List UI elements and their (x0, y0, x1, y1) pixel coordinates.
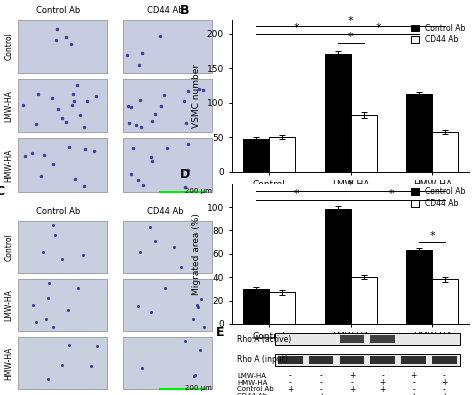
Bar (351, 115, 377, 172)
Text: 200 μm: 200 μm (185, 188, 211, 194)
Text: -: - (382, 392, 384, 395)
Text: +: + (287, 385, 293, 394)
Text: Rho A (input): Rho A (input) (237, 355, 288, 364)
Text: *: * (294, 23, 300, 33)
Bar (122, 337, 211, 389)
Text: Control Ab: Control Ab (36, 207, 80, 216)
Text: LMW-HA: LMW-HA (4, 289, 13, 321)
Text: *: * (348, 32, 354, 42)
Text: Rho A (active): Rho A (active) (237, 335, 291, 344)
Text: HMW-HA: HMW-HA (4, 148, 13, 182)
Text: *: * (348, 16, 354, 26)
Bar (339, 335, 364, 343)
Text: -: - (412, 385, 415, 394)
Text: LMW-HA: LMW-HA (4, 90, 13, 122)
Bar (339, 356, 364, 364)
Text: +: + (380, 385, 386, 394)
Bar (278, 356, 302, 364)
Text: -: - (351, 392, 353, 395)
Bar (432, 356, 457, 364)
Text: +: + (349, 385, 355, 394)
Text: *: * (376, 23, 381, 33)
Legend: Control Ab, CD44 Ab: Control Ab, CD44 Ab (411, 24, 465, 44)
Y-axis label: VSMC number: VSMC number (192, 64, 201, 128)
Bar (432, 280, 458, 324)
Bar (351, 277, 377, 324)
Bar (325, 209, 351, 324)
Text: CD44 Ab: CD44 Ab (237, 393, 267, 395)
Bar (406, 94, 432, 172)
Bar (18, 337, 107, 389)
Text: Control: Control (4, 32, 13, 60)
Text: D: D (180, 168, 191, 181)
Bar (371, 335, 395, 343)
Text: E: E (216, 326, 224, 339)
Text: +: + (318, 392, 324, 395)
Bar (401, 356, 426, 364)
Text: B: B (180, 4, 190, 17)
Text: -: - (320, 385, 322, 394)
Text: C: C (0, 184, 5, 198)
Bar (269, 292, 295, 324)
Text: Control Ab: Control Ab (36, 6, 80, 15)
Bar (325, 54, 351, 172)
Text: -: - (289, 378, 292, 387)
Text: +: + (441, 392, 447, 395)
Text: Control: Control (4, 233, 13, 261)
Bar (371, 356, 395, 364)
Bar (243, 139, 269, 172)
Text: CD44 Ab: CD44 Ab (146, 207, 183, 216)
Bar (122, 79, 211, 132)
Text: -: - (382, 371, 384, 380)
Text: -: - (443, 385, 446, 394)
Bar (406, 250, 432, 324)
Bar (122, 138, 211, 192)
Text: 200 μm: 200 μm (185, 385, 211, 391)
Text: *: * (389, 190, 394, 199)
Text: -: - (289, 371, 292, 380)
Bar (18, 79, 107, 132)
Bar (432, 132, 458, 172)
Bar (122, 20, 211, 73)
Text: -: - (443, 371, 446, 380)
Text: -: - (320, 371, 322, 380)
Y-axis label: Migrated area (%): Migrated area (%) (192, 213, 201, 295)
Bar (275, 354, 460, 366)
Text: +: + (441, 378, 447, 387)
Bar (18, 279, 107, 331)
Text: LMW-HA: LMW-HA (237, 372, 266, 379)
Text: Control Ab: Control Ab (237, 386, 273, 393)
Legend: Control Ab, CD44 Ab: Control Ab, CD44 Ab (411, 188, 465, 208)
Text: +: + (349, 371, 355, 380)
Text: +: + (380, 378, 386, 387)
Text: *: * (294, 190, 300, 199)
Text: *: * (429, 231, 435, 241)
Text: CD44 Ab: CD44 Ab (146, 6, 183, 15)
Text: *: * (348, 180, 354, 190)
Text: +: + (410, 392, 417, 395)
Bar (275, 333, 460, 345)
Bar (309, 356, 333, 364)
Text: -: - (351, 378, 353, 387)
Text: -: - (320, 378, 322, 387)
Bar (18, 221, 107, 273)
Text: -: - (289, 392, 292, 395)
Bar (18, 138, 107, 192)
Text: -: - (412, 378, 415, 387)
Bar (122, 279, 211, 331)
Bar (122, 221, 211, 273)
Bar (243, 289, 269, 324)
Text: +: + (410, 371, 417, 380)
Text: HMW-HA: HMW-HA (4, 346, 13, 380)
Bar (269, 137, 295, 172)
Text: HMW-HA: HMW-HA (237, 380, 267, 386)
Bar (18, 20, 107, 73)
